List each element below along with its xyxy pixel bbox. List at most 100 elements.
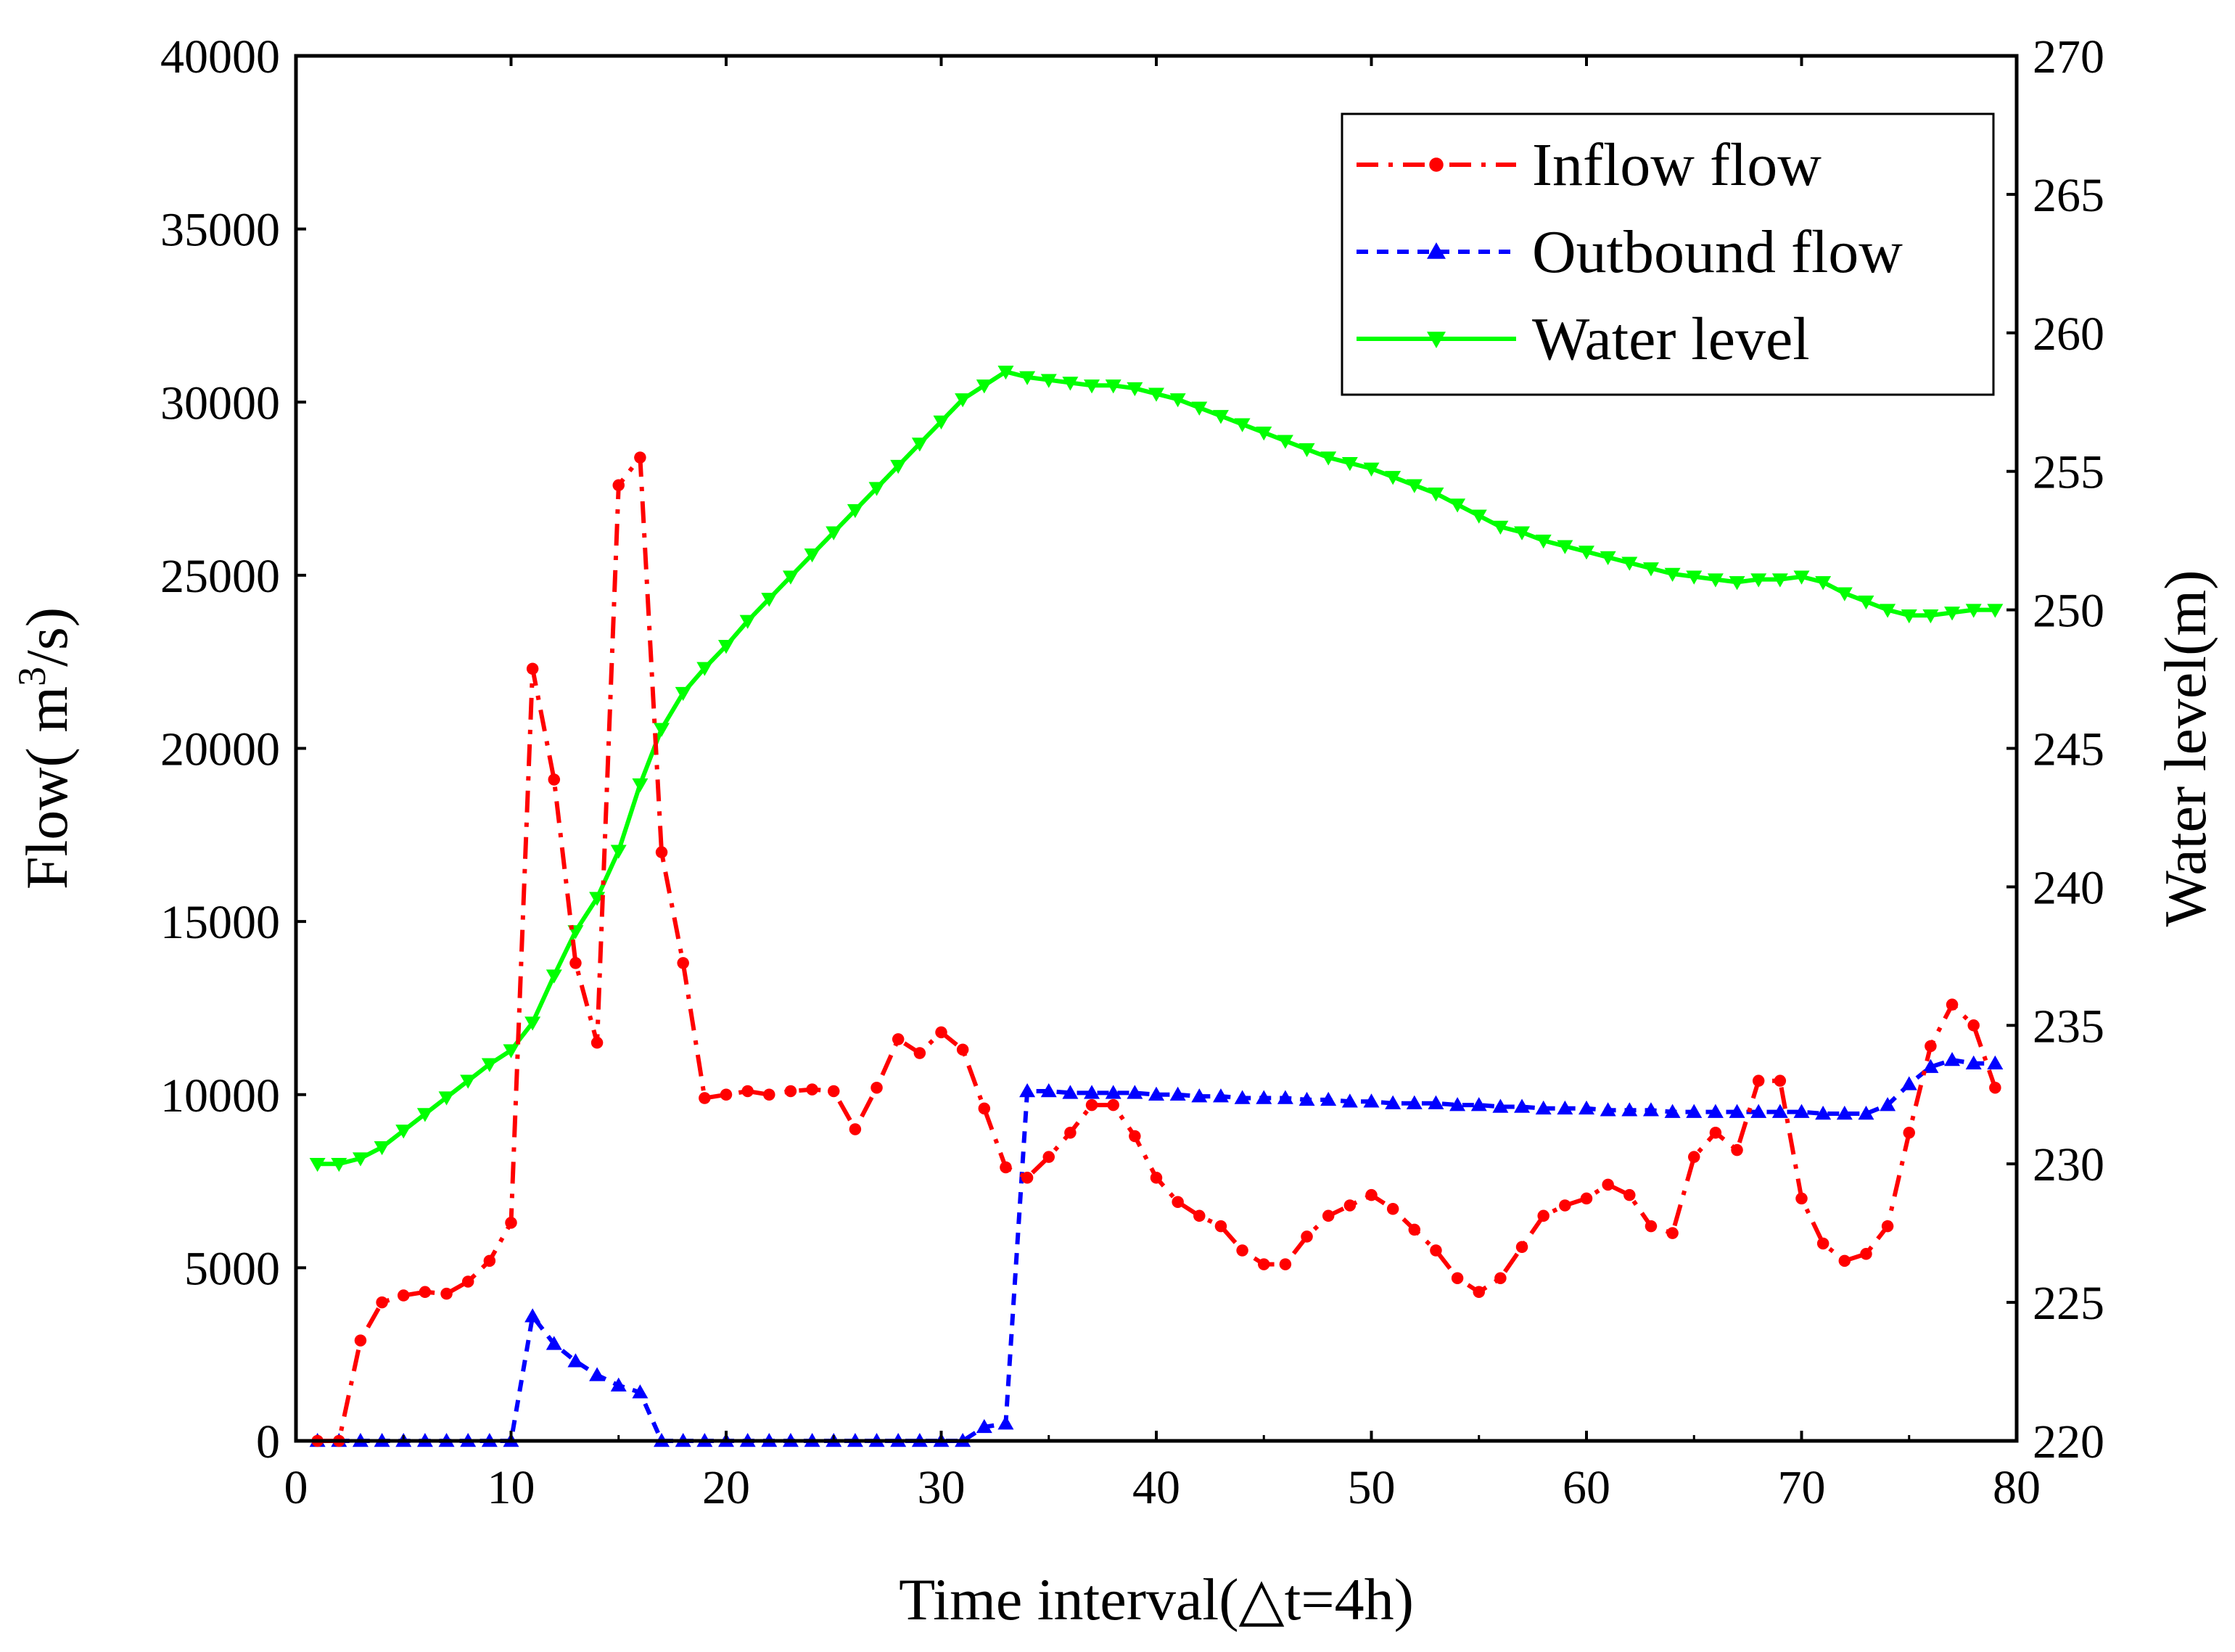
data-point-inflow bbox=[483, 1254, 496, 1267]
data-point-water-level bbox=[1642, 562, 1659, 577]
data-point-water-level bbox=[1019, 371, 1036, 385]
data-point-inflow bbox=[1451, 1272, 1464, 1284]
data-point-inflow bbox=[1301, 1230, 1313, 1243]
y-tick-label-right: 250 bbox=[2033, 585, 2104, 638]
data-point-inflow bbox=[419, 1286, 432, 1299]
data-point-water-level bbox=[460, 1074, 477, 1089]
data-point-water-level bbox=[654, 723, 670, 737]
data-point-water-level bbox=[1148, 387, 1164, 402]
data-point-inflow bbox=[1537, 1209, 1549, 1222]
data-point-inflow bbox=[440, 1287, 453, 1300]
data-point-outbound bbox=[1557, 1100, 1573, 1115]
data-point-outbound bbox=[1707, 1104, 1724, 1118]
data-point-outbound bbox=[1234, 1090, 1251, 1104]
data-point-inflow bbox=[398, 1289, 410, 1302]
data-point-inflow bbox=[1258, 1258, 1270, 1270]
data-point-inflow bbox=[913, 1047, 926, 1059]
data-point-water-level bbox=[890, 459, 907, 474]
data-point-water-level bbox=[1385, 471, 1401, 485]
data-point-water-level bbox=[1234, 418, 1251, 432]
data-point-inflow bbox=[1279, 1258, 1292, 1270]
data-point-inflow bbox=[1816, 1237, 1829, 1250]
data-point-water-level bbox=[1277, 435, 1293, 449]
data-point-inflow bbox=[634, 451, 646, 464]
data-point-water-level bbox=[1729, 576, 1745, 591]
data-point-water-level bbox=[1470, 509, 1487, 524]
data-point-outbound bbox=[1901, 1076, 1917, 1090]
data-point-water-level bbox=[1428, 487, 1444, 502]
data-point-water-level bbox=[503, 1044, 519, 1059]
data-point-inflow bbox=[1473, 1286, 1485, 1299]
data-point-outbound bbox=[1621, 1102, 1638, 1117]
data-point-outbound bbox=[1341, 1093, 1358, 1108]
x-tick-label: 0 bbox=[284, 1461, 308, 1514]
data-point-water-level bbox=[524, 1016, 541, 1031]
data-point-water-level bbox=[1298, 443, 1315, 458]
series-outbound bbox=[309, 1052, 2004, 1447]
x-tick-label: 20 bbox=[702, 1461, 750, 1514]
data-point-water-level bbox=[1363, 462, 1380, 477]
data-point-outbound bbox=[1492, 1098, 1509, 1113]
data-point-inflow bbox=[461, 1275, 474, 1288]
y-tick-label-left: 10000 bbox=[160, 1069, 280, 1122]
data-point-water-level bbox=[546, 969, 562, 984]
data-point-outbound bbox=[1836, 1105, 1853, 1120]
data-point-water-level bbox=[1836, 587, 1853, 601]
data-point-outbound bbox=[1449, 1097, 1466, 1111]
legend-box bbox=[1341, 112, 1995, 396]
data-point-inflow bbox=[1795, 1192, 1808, 1205]
data-point-inflow bbox=[1408, 1223, 1421, 1236]
data-point-inflow bbox=[1107, 1098, 1119, 1111]
data-point-water-level bbox=[374, 1141, 390, 1156]
data-point-water-level bbox=[1771, 573, 1788, 588]
data-point-inflow bbox=[590, 1036, 604, 1049]
data-point-water-level bbox=[1793, 570, 1810, 585]
data-point-inflow bbox=[978, 1102, 991, 1115]
data-point-outbound bbox=[1815, 1105, 1832, 1120]
y-axis-title-right: Water level(m) bbox=[2152, 570, 2218, 927]
data-point-water-level bbox=[804, 548, 820, 563]
data-point-inflow bbox=[1343, 1199, 1357, 1212]
data-point-outbound bbox=[976, 1418, 992, 1434]
data-point-water-level bbox=[1965, 604, 1982, 618]
data-point-water-level bbox=[1707, 573, 1724, 588]
data-point-inflow bbox=[1602, 1178, 1614, 1191]
data-point-outbound bbox=[1191, 1088, 1208, 1103]
y-tick-label-right: 240 bbox=[2033, 861, 2104, 914]
x-tick-label: 60 bbox=[1563, 1461, 1610, 1514]
data-point-inflow bbox=[354, 1334, 367, 1347]
data-point-inflow bbox=[1838, 1254, 1851, 1267]
data-point-inflow bbox=[892, 1033, 905, 1045]
data-point-inflow bbox=[699, 1092, 711, 1104]
data-point-water-level bbox=[976, 379, 992, 394]
data-point-outbound bbox=[1084, 1085, 1100, 1099]
y-tick-label-right: 230 bbox=[2033, 1138, 2104, 1191]
data-point-water-level bbox=[1858, 595, 1874, 610]
data-point-inflow bbox=[1129, 1130, 1141, 1143]
data-point-inflow bbox=[720, 1088, 733, 1101]
data-point-outbound bbox=[1858, 1105, 1874, 1120]
y-tick-label-left: 15000 bbox=[160, 896, 280, 949]
data-point-outbound bbox=[546, 1336, 562, 1350]
data-point-outbound bbox=[1428, 1095, 1444, 1109]
data-point-inflow bbox=[1193, 1209, 1206, 1222]
data-point-water-level bbox=[1944, 607, 1961, 621]
ticks-layer: 0 10 20 30 40 50 60 70 80 0 5000 10000 15000 20000 250… bbox=[160, 30, 2104, 1514]
data-point-inflow bbox=[849, 1123, 862, 1135]
x-tick-label: 10 bbox=[487, 1461, 535, 1514]
data-point-inflow bbox=[1623, 1188, 1636, 1201]
data-point-inflow bbox=[655, 846, 668, 858]
data-point-water-level bbox=[1514, 526, 1531, 541]
data-point-water-level bbox=[1600, 551, 1616, 566]
data-point-inflow bbox=[1085, 1098, 1098, 1111]
data-point-outbound bbox=[1040, 1082, 1057, 1098]
data-point-outbound bbox=[1944, 1052, 1961, 1067]
data-point-outbound bbox=[1212, 1088, 1229, 1103]
data-point-outbound bbox=[1793, 1104, 1810, 1118]
data-point-inflow bbox=[1150, 1172, 1163, 1184]
data-point-outbound bbox=[524, 1308, 541, 1323]
y-tick-label-right: 225 bbox=[2033, 1277, 2104, 1330]
data-point-water-level bbox=[1987, 604, 2004, 618]
data-point-water-level bbox=[1922, 609, 1939, 624]
data-point-outbound bbox=[1535, 1100, 1552, 1115]
